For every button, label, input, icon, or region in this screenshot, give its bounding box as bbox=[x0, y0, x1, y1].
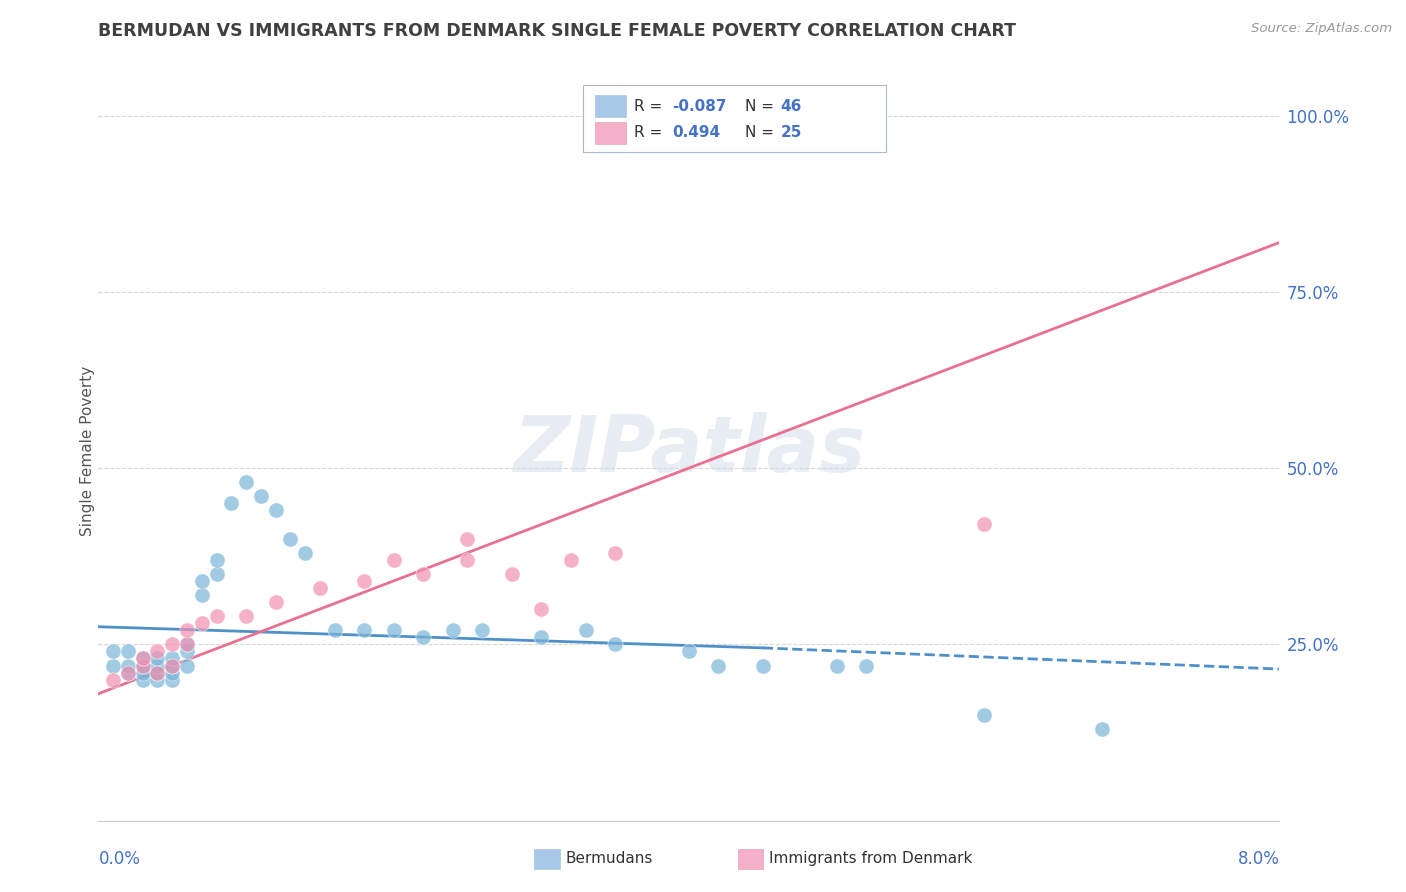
Point bbox=[162, 637, 183, 651]
Point bbox=[146, 673, 169, 687]
Point bbox=[162, 658, 183, 673]
Point bbox=[132, 665, 155, 680]
Point bbox=[574, 624, 596, 638]
Point bbox=[176, 624, 198, 638]
Text: -0.087: -0.087 bbox=[672, 99, 727, 113]
Point bbox=[605, 637, 627, 651]
Point bbox=[855, 658, 877, 673]
Text: BERMUDAN VS IMMIGRANTS FROM DENMARK SINGLE FEMALE POVERTY CORRELATION CHART: BERMUDAN VS IMMIGRANTS FROM DENMARK SING… bbox=[98, 22, 1017, 40]
Point bbox=[530, 602, 553, 616]
Point bbox=[132, 658, 155, 673]
Point bbox=[382, 624, 405, 638]
Text: Immigrants from Denmark: Immigrants from Denmark bbox=[769, 851, 973, 865]
Point bbox=[132, 651, 155, 665]
Point bbox=[162, 673, 183, 687]
Point bbox=[264, 503, 287, 517]
Point bbox=[501, 566, 523, 581]
Point bbox=[250, 489, 273, 503]
Point bbox=[308, 581, 332, 595]
Point bbox=[471, 624, 494, 638]
Text: 46: 46 bbox=[780, 99, 801, 113]
Point bbox=[146, 658, 169, 673]
Point bbox=[132, 658, 155, 673]
Point bbox=[973, 517, 995, 532]
Point bbox=[176, 658, 198, 673]
Point bbox=[441, 624, 464, 638]
Point bbox=[162, 665, 183, 680]
Point bbox=[205, 553, 228, 567]
Point bbox=[382, 553, 405, 567]
Text: R =: R = bbox=[634, 99, 668, 113]
Point bbox=[191, 574, 214, 588]
Point bbox=[146, 651, 169, 665]
Point bbox=[456, 553, 478, 567]
Point bbox=[219, 496, 242, 510]
Point bbox=[560, 553, 582, 567]
Text: N =: N = bbox=[745, 99, 779, 113]
Point bbox=[117, 665, 139, 680]
Point bbox=[176, 637, 198, 651]
Point bbox=[605, 546, 627, 560]
Point bbox=[235, 609, 257, 624]
Point bbox=[294, 546, 316, 560]
Point bbox=[103, 673, 125, 687]
Point bbox=[678, 644, 700, 658]
Point bbox=[117, 658, 139, 673]
Point bbox=[191, 616, 214, 631]
Point bbox=[117, 665, 139, 680]
Point bbox=[132, 673, 155, 687]
Point bbox=[146, 644, 169, 658]
Y-axis label: Single Female Poverty: Single Female Poverty bbox=[80, 366, 94, 535]
Point bbox=[751, 658, 773, 673]
Point bbox=[146, 665, 169, 680]
Point bbox=[176, 637, 198, 651]
Text: ZIPatlas: ZIPatlas bbox=[513, 412, 865, 489]
Point bbox=[530, 630, 553, 644]
Point bbox=[132, 651, 155, 665]
Point bbox=[353, 574, 375, 588]
Point bbox=[117, 644, 139, 658]
Point bbox=[353, 624, 375, 638]
Text: 8.0%: 8.0% bbox=[1237, 850, 1279, 868]
Point bbox=[103, 658, 125, 673]
Point bbox=[162, 658, 183, 673]
Text: N =: N = bbox=[745, 126, 779, 140]
Point bbox=[456, 532, 478, 546]
Point bbox=[973, 707, 995, 722]
Text: R =: R = bbox=[634, 126, 668, 140]
Point bbox=[264, 595, 287, 609]
Point bbox=[707, 658, 730, 673]
Point bbox=[412, 566, 434, 581]
Point bbox=[191, 588, 214, 602]
Point bbox=[176, 644, 198, 658]
Point bbox=[205, 609, 228, 624]
Text: Bermudans: Bermudans bbox=[565, 851, 652, 865]
Text: 25: 25 bbox=[780, 126, 801, 140]
Point bbox=[235, 475, 257, 490]
Point bbox=[278, 532, 302, 546]
Point bbox=[162, 651, 183, 665]
Point bbox=[412, 630, 434, 644]
Point bbox=[323, 624, 346, 638]
Point bbox=[1091, 722, 1114, 736]
Point bbox=[205, 566, 228, 581]
Point bbox=[146, 665, 169, 680]
Text: 0.494: 0.494 bbox=[672, 126, 720, 140]
Text: 0.0%: 0.0% bbox=[98, 850, 141, 868]
Text: Source: ZipAtlas.com: Source: ZipAtlas.com bbox=[1251, 22, 1392, 36]
Point bbox=[825, 658, 848, 673]
Point bbox=[103, 644, 125, 658]
